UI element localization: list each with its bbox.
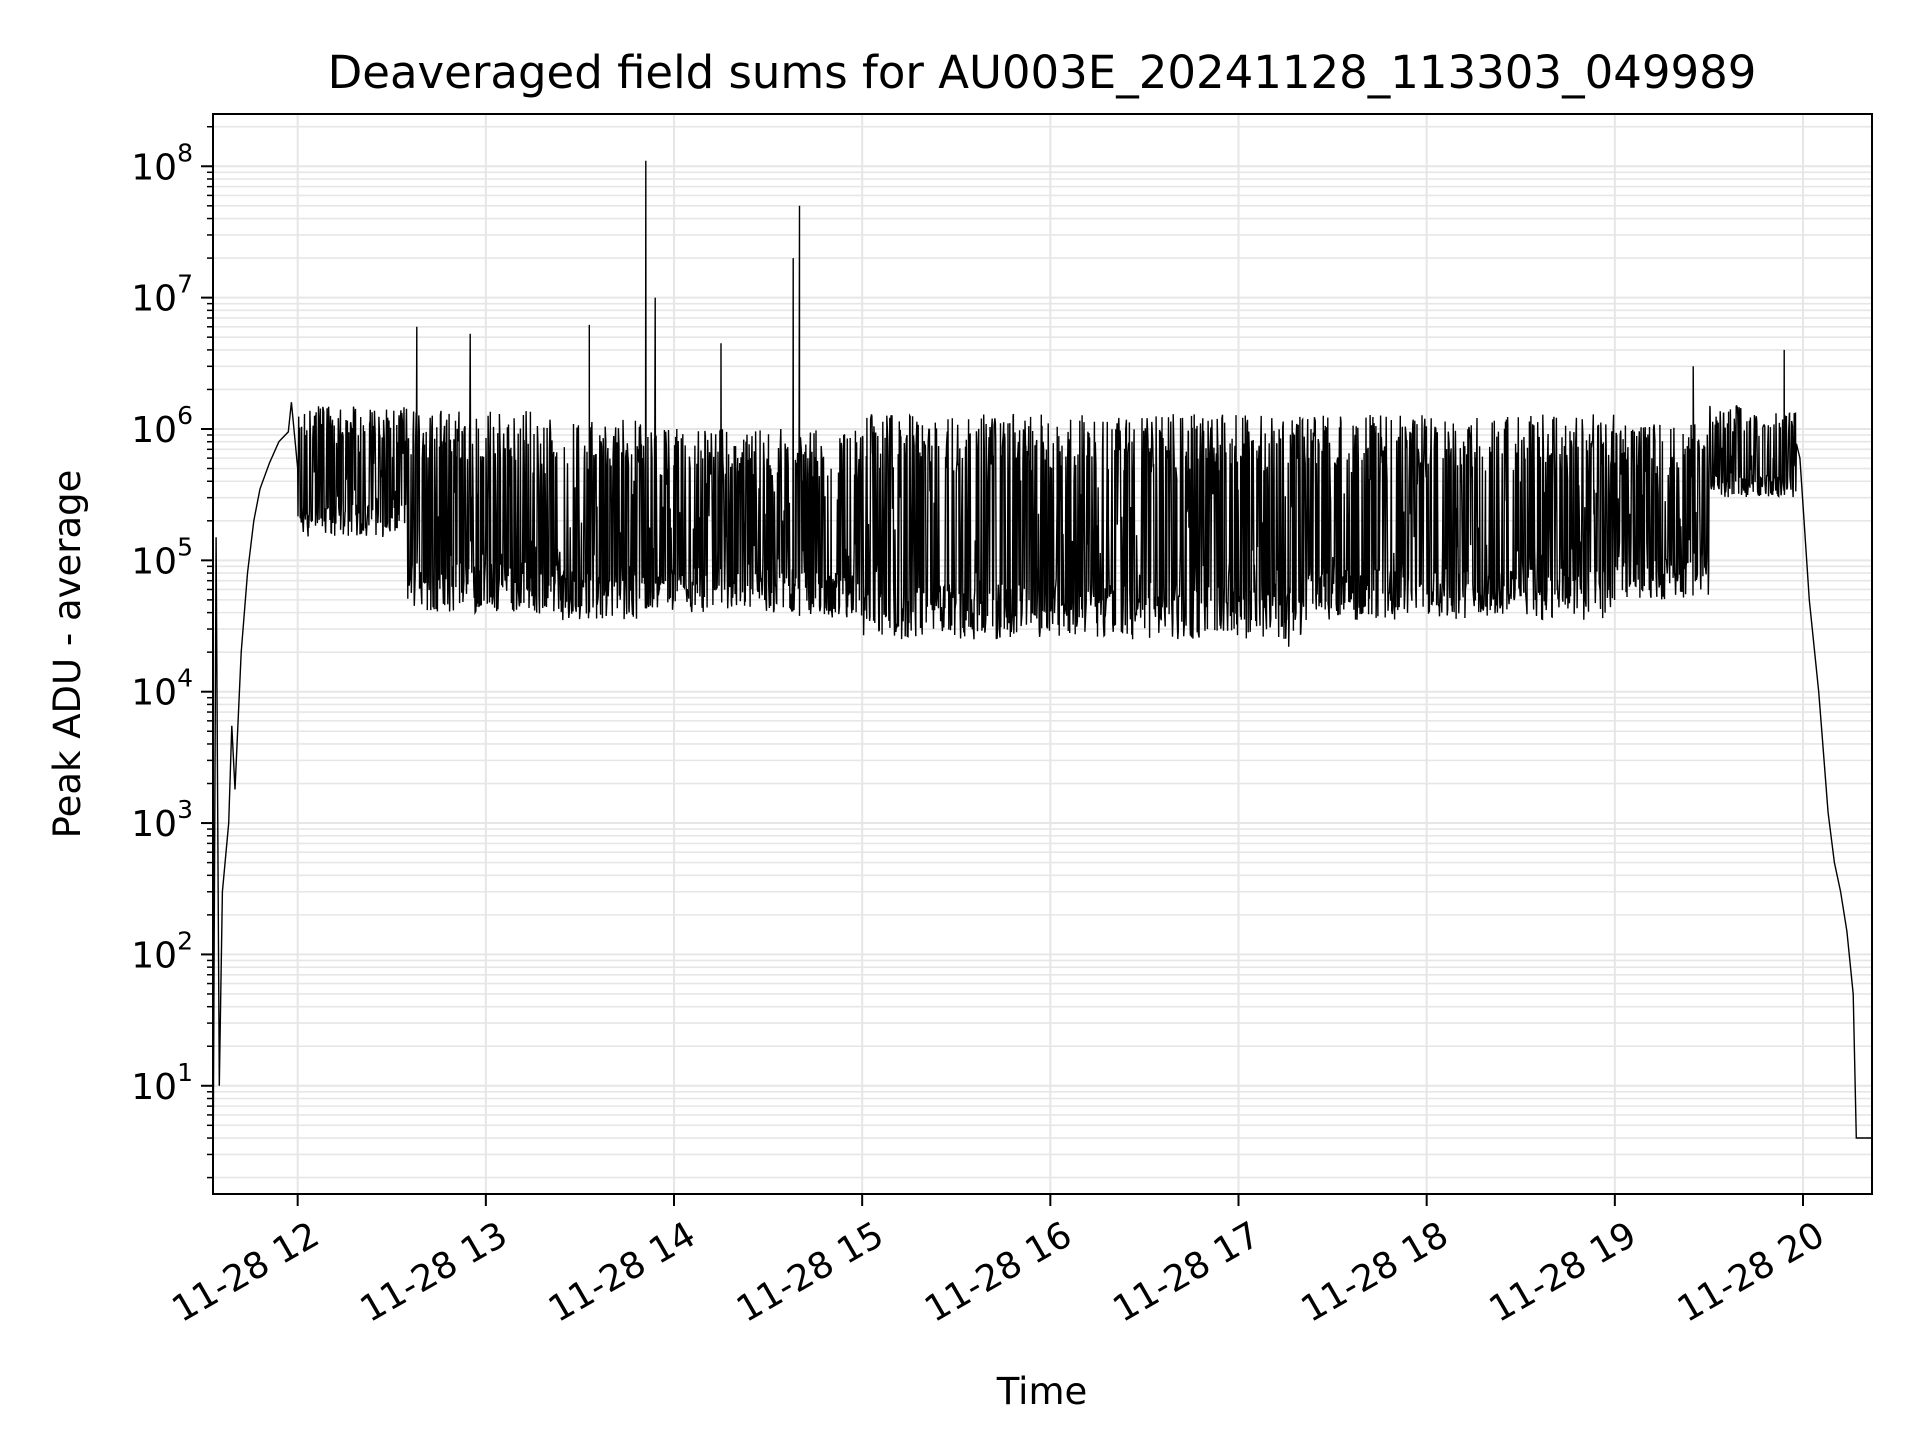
y-tick-base: 10 <box>131 673 177 714</box>
x-tick-label: 11-28 17 <box>1106 1214 1267 1330</box>
y-tick-label: 106 <box>131 401 193 451</box>
y-tick-exponent: 2 <box>177 926 193 955</box>
y-tick-label: 104 <box>131 664 193 714</box>
y-tick-label: 103 <box>131 795 193 845</box>
x-tick-label: 11-28 18 <box>1294 1214 1455 1330</box>
y-axis-label: Peak ADU - average <box>46 470 89 839</box>
y-tick-label: 108 <box>131 138 193 188</box>
x-tick-label: 11-28 13 <box>354 1214 515 1330</box>
grid <box>213 114 1872 1194</box>
y-tick-exponent: 3 <box>177 795 193 824</box>
y-tick-base: 10 <box>131 147 177 188</box>
y-tick-exponent: 1 <box>177 1058 193 1087</box>
y-tick-label: 107 <box>131 270 193 320</box>
y-tick-base: 10 <box>131 541 177 582</box>
x-tick-label: 11-28 15 <box>730 1214 891 1330</box>
plot-frame <box>212 113 1873 1195</box>
y-tick-label: 101 <box>131 1058 193 1108</box>
x-tick-label: 11-28 16 <box>918 1214 1079 1330</box>
y-tick-base: 10 <box>131 935 177 976</box>
x-axis-label: Time <box>996 1370 1088 1413</box>
y-tick-exponent: 4 <box>177 664 193 693</box>
x-tick-label: 11-28 20 <box>1671 1214 1832 1330</box>
y-tick-label: 102 <box>131 926 193 976</box>
y-tick-base: 10 <box>131 804 177 845</box>
y-tick-base: 10 <box>131 410 177 451</box>
y-tick-exponent: 5 <box>177 532 193 561</box>
data-series <box>212 160 1872 1195</box>
chart-title: Deaveraged field sums for AU003E_2024112… <box>328 46 1757 99</box>
x-axis-ticks: 11-28 12 11-28 13 11-28 14 11-28 15 11-28 16… <box>166 1194 1832 1331</box>
y-tick-base: 10 <box>131 279 177 320</box>
x-tick-label: 11-28 14 <box>542 1214 703 1330</box>
y-tick-label: 105 <box>131 532 193 582</box>
x-tick-label: 11-28 19 <box>1483 1214 1644 1330</box>
y-tick-exponent: 6 <box>177 401 193 430</box>
series-line <box>212 160 1872 1195</box>
y-tick-exponent: 8 <box>177 138 193 167</box>
x-tick-label: 11-28 12 <box>166 1214 327 1330</box>
y-tick-base: 10 <box>131 1067 177 1108</box>
y-tick-exponent: 7 <box>177 270 193 299</box>
